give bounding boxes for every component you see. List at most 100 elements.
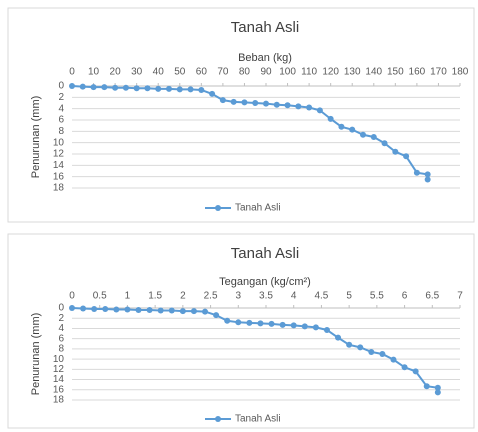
y-tick-label: 12 xyxy=(53,149,65,160)
chart-frame xyxy=(7,7,475,223)
x-tick-label: 140 xyxy=(365,67,382,78)
x-tick-label: 60 xyxy=(196,67,208,78)
data-point xyxy=(403,153,410,160)
data-point xyxy=(379,351,386,357)
chart-title: Tanah Asli xyxy=(231,19,299,36)
legend-marker xyxy=(215,416,221,422)
data-point xyxy=(424,171,431,178)
data-point xyxy=(381,140,388,147)
x-tick-label: 3.5 xyxy=(259,291,273,302)
x-tick-label: 6 xyxy=(402,291,408,302)
x-tick-label: 0 xyxy=(69,291,75,302)
data-point xyxy=(360,131,366,138)
y-tick-label: 8 xyxy=(58,126,64,137)
data-point xyxy=(412,368,419,375)
x-tick-label: 3 xyxy=(236,291,242,302)
x-tick-label: 5 xyxy=(346,291,352,302)
chart-title: Tanah Asli xyxy=(231,245,299,262)
data-point xyxy=(323,326,330,333)
data-point xyxy=(69,83,75,89)
data-point xyxy=(301,323,308,330)
y-tick-label: 14 xyxy=(53,374,65,385)
data-point xyxy=(235,319,242,326)
x-tick-label: 110 xyxy=(301,67,317,78)
data-point xyxy=(155,85,162,92)
data-point xyxy=(306,104,313,111)
data-point xyxy=(230,98,237,105)
y-tick-label: 14 xyxy=(53,160,65,171)
x-tick-label: 1.5 xyxy=(148,291,162,302)
x-tick-label: 160 xyxy=(409,67,426,78)
data-point xyxy=(401,364,408,371)
data-point xyxy=(284,102,291,109)
x-tick-label: 130 xyxy=(344,67,361,78)
x-tick-label: 2.5 xyxy=(204,291,218,302)
data-point xyxy=(168,307,175,314)
data-point xyxy=(279,321,286,328)
data-point xyxy=(187,86,194,93)
data-point xyxy=(263,100,269,107)
x-tick-label: 4 xyxy=(291,291,297,302)
data-point xyxy=(133,85,140,92)
y-tick-label: 0 xyxy=(58,81,64,92)
data-point xyxy=(101,84,108,91)
data-point xyxy=(338,123,345,130)
data-point xyxy=(241,99,248,106)
data-point xyxy=(246,319,253,326)
x-tick-label: 30 xyxy=(131,67,143,78)
data-point xyxy=(176,86,183,93)
x-tick-label: 5.5 xyxy=(370,291,384,302)
x-axis-title: Beban (kg) xyxy=(238,52,292,64)
x-axis-title: Tegangan (kg/cm²) xyxy=(219,276,311,288)
data-point xyxy=(179,308,186,315)
y-tick-label: 16 xyxy=(53,384,65,395)
x-tick-label: 0.5 xyxy=(93,291,107,302)
data-point xyxy=(80,305,87,312)
y-tick-label: 18 xyxy=(53,183,65,194)
data-point xyxy=(144,85,151,92)
data-point xyxy=(198,86,205,93)
data-point xyxy=(370,134,377,140)
data-point xyxy=(219,97,226,104)
y-tick-label: 4 xyxy=(58,103,64,114)
x-tick-label: 50 xyxy=(174,67,186,78)
data-point xyxy=(434,389,441,396)
x-tick-label: 4.5 xyxy=(314,291,328,302)
data-point xyxy=(368,348,375,355)
data-point xyxy=(157,307,164,314)
x-tick-label: 2 xyxy=(180,291,186,302)
data-point xyxy=(413,169,420,176)
y-tick-label: 10 xyxy=(53,354,65,365)
data-point xyxy=(349,126,356,133)
data-point xyxy=(124,306,131,313)
data-point xyxy=(423,383,430,390)
x-tick-label: 100 xyxy=(279,67,296,78)
y-tick-label: 8 xyxy=(58,344,64,355)
data-point xyxy=(257,320,264,327)
x-tick-label: 7 xyxy=(457,291,463,302)
data-point xyxy=(390,356,397,363)
x-tick-label: 40 xyxy=(153,67,165,78)
x-tick-label: 1 xyxy=(125,291,131,302)
y-tick-label: 10 xyxy=(53,137,65,148)
x-tick-label: 120 xyxy=(322,67,339,78)
data-point xyxy=(112,84,119,91)
y-axis-title: Penurunan (mm) xyxy=(30,313,42,396)
x-tick-label: 0 xyxy=(69,67,75,78)
x-tick-label: 70 xyxy=(217,67,229,78)
data-point xyxy=(392,148,399,155)
data-point xyxy=(434,384,441,391)
data-point xyxy=(224,317,231,324)
data-point xyxy=(122,84,129,91)
y-tick-label: 2 xyxy=(58,92,64,103)
data-point xyxy=(209,90,216,97)
x-tick-label: 180 xyxy=(452,67,469,78)
data-point xyxy=(166,85,172,92)
data-point xyxy=(213,312,220,319)
y-tick-label: 2 xyxy=(58,313,64,324)
data-point xyxy=(102,306,109,313)
x-tick-label: 80 xyxy=(239,67,251,78)
data-point xyxy=(90,84,97,91)
x-tick-label: 20 xyxy=(110,67,122,78)
x-tick-label: 6.5 xyxy=(425,291,439,302)
